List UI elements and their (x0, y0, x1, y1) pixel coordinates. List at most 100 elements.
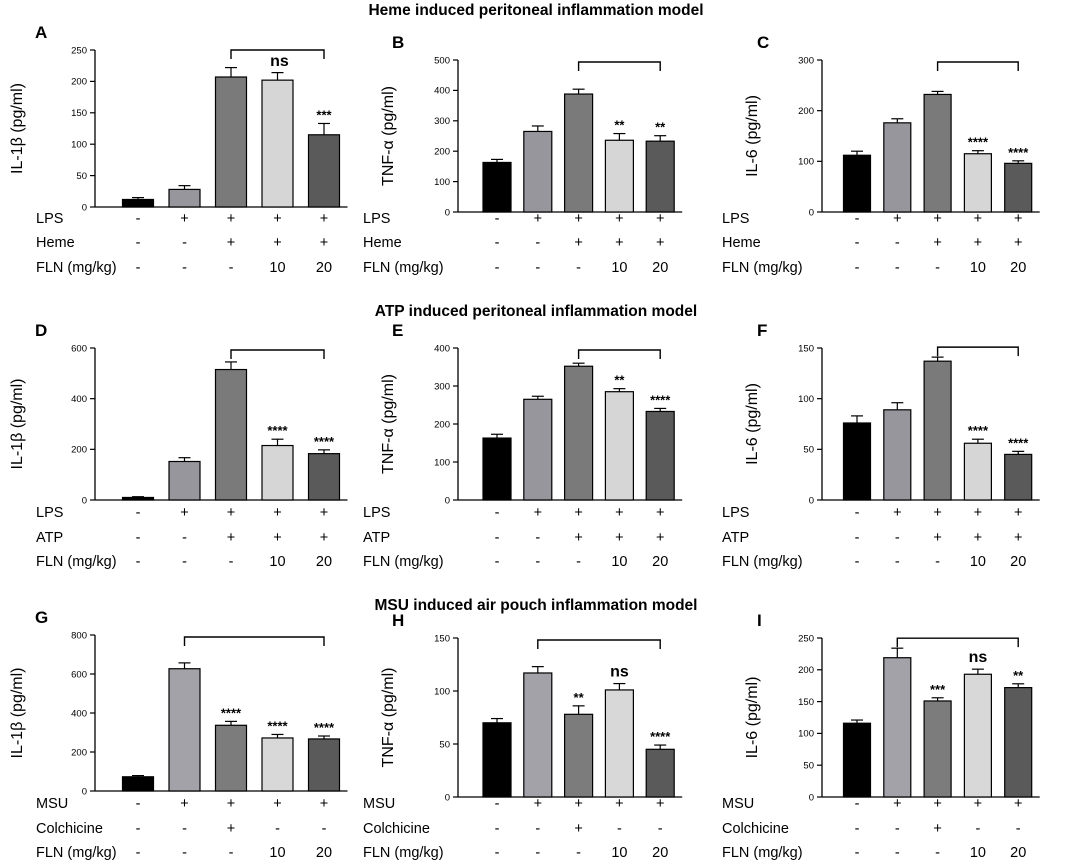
y-axis-label: IL-6 (pg/ml) (744, 677, 761, 759)
panel-label: A (35, 23, 47, 42)
significance-stars: **** (221, 705, 242, 720)
condition-mark: + (534, 796, 542, 812)
y-tick-label: 100 (798, 394, 814, 405)
condition-mark: - (535, 235, 540, 251)
bar (523, 672, 553, 798)
panel-I: I IL-6 (pg/ml) 0 50 100 150 200 250 *** ns ** MSU - +… (722, 611, 1040, 861)
bar (307, 738, 341, 792)
condition-mark: + (933, 211, 941, 227)
condition-mark: + (615, 530, 623, 546)
y-tick-label: 0 (445, 207, 450, 218)
condition-mark: + (656, 235, 664, 251)
y-tick-label: 300 (434, 381, 450, 392)
condition-mark: 10 (970, 260, 986, 276)
y-axis-label: IL-1β (pg/ml) (9, 379, 26, 470)
bar (307, 453, 341, 501)
y-tick-label: 100 (434, 177, 450, 188)
section-title-heme: Heme induced peritoneal inflammation mod… (368, 2, 703, 19)
condition-label: FLN (mg/kg) (363, 260, 444, 276)
condition-label: Heme (36, 235, 75, 251)
comparison-bracket (896, 637, 1019, 648)
panel-G: G IL-1β (pg/ml) 0 200 400 600 800 **** **** **** M… (9, 608, 348, 861)
condition-mark: - (136, 505, 141, 521)
y-tick-label: 400 (434, 343, 450, 354)
bar (645, 410, 675, 501)
condition-mark: + (933, 796, 941, 812)
condition-label: FLN (mg/kg) (722, 554, 803, 570)
bar (923, 93, 952, 213)
y-tick-label: 500 (434, 55, 450, 66)
y-axis-label: IL-1β (pg/ml) (9, 668, 26, 759)
y-axis-label: TNF-α (pg/ml) (380, 86, 397, 186)
condition-mark: + (227, 235, 235, 251)
condition-label: LPS (363, 505, 390, 521)
y-tick-label: 100 (798, 157, 814, 168)
condition-label: ATP (36, 530, 63, 546)
panel-label: G (35, 608, 48, 627)
y-tick-label: 0 (445, 495, 450, 506)
bar (121, 198, 155, 208)
condition-mark: - (895, 260, 900, 276)
condition-mark: - (895, 530, 900, 546)
condition-mark: + (273, 505, 281, 521)
y-tick-label: 50 (439, 739, 450, 750)
condition-mark: + (574, 821, 582, 837)
condition-mark: + (180, 796, 188, 812)
bar (307, 134, 341, 208)
condition-label: ATP (722, 530, 749, 546)
y-tick-label: 200 (434, 419, 450, 430)
condition-mark: + (974, 530, 982, 546)
bar (963, 442, 993, 501)
significance-stars: ** (614, 373, 625, 388)
condition-mark: - (182, 260, 187, 276)
bar (1004, 162, 1033, 213)
significance-stars: **** (314, 434, 335, 449)
condition-label: LPS (36, 211, 63, 227)
bar (923, 360, 952, 501)
condition-mark: - (855, 821, 860, 837)
condition-mark: - (275, 821, 280, 837)
y-tick-label: 600 (71, 669, 87, 680)
comparison-bracket (537, 639, 661, 649)
condition-mark: + (574, 530, 582, 546)
panel-label: C (757, 33, 769, 52)
y-axis-label: IL-1β (pg/ml) (9, 83, 26, 174)
y-tick-label: 0 (809, 792, 814, 803)
condition-mark: 10 (269, 260, 285, 276)
condition-mark: - (576, 260, 581, 276)
bar (842, 154, 872, 213)
bar (168, 668, 201, 792)
significance-stars: ** (574, 690, 585, 705)
condition-mark: 10 (611, 260, 627, 276)
y-tick-label: 300 (798, 55, 814, 66)
y-tick-label: 50 (803, 761, 814, 772)
bar (563, 713, 594, 798)
bar (214, 724, 248, 792)
condition-mark: 10 (611, 845, 627, 861)
condition-mark: - (535, 845, 540, 861)
y-axis-label: TNF-α (pg/ml) (380, 374, 397, 474)
comparison-bracket (230, 49, 325, 59)
condition-mark: - (975, 821, 980, 837)
condition-mark: - (535, 530, 540, 546)
condition-mark: - (136, 211, 141, 227)
condition-mark: + (320, 505, 328, 521)
condition-label: LPS (36, 505, 63, 521)
bar (963, 153, 993, 213)
panel-label: I (757, 611, 762, 630)
condition-mark: + (974, 505, 982, 521)
condition-mark: + (273, 235, 281, 251)
bracket-label: ns (270, 53, 289, 70)
condition-mark: - (658, 821, 663, 837)
condition-mark: + (974, 796, 982, 812)
y-tick-label: 250 (71, 45, 87, 56)
y-tick-label: 100 (798, 729, 814, 740)
condition-mark: - (935, 260, 940, 276)
significance-ns: ns (969, 649, 988, 666)
y-tick-label: 0 (82, 495, 87, 506)
condition-label: Colchicine (722, 821, 789, 837)
condition-mark: - (855, 845, 860, 861)
condition-label: MSU (36, 796, 68, 812)
condition-mark: 20 (316, 260, 332, 276)
